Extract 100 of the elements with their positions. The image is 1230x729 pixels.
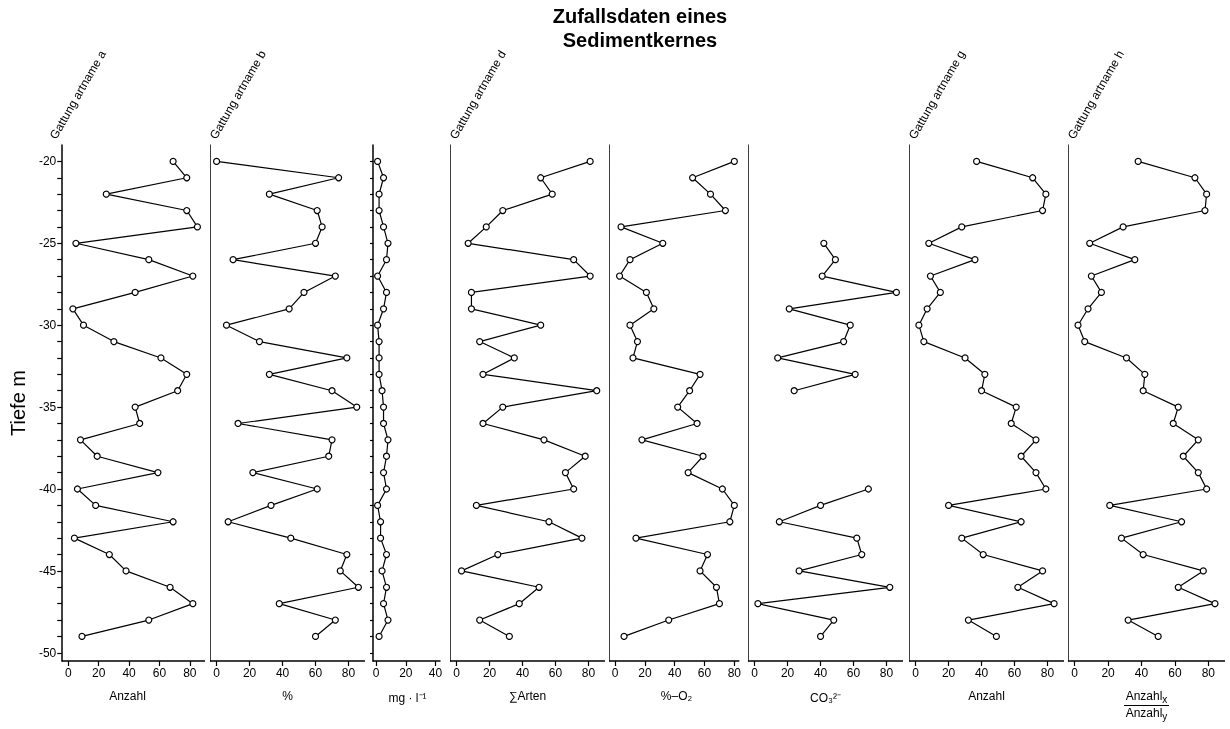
point [154, 469, 162, 477]
x-axis-title: Anzahl$_{x}$ Anzahl$_{y}$ [1124, 689, 1169, 723]
point [479, 370, 487, 378]
point [378, 387, 386, 395]
point [818, 272, 826, 280]
point [267, 501, 275, 509]
point [249, 469, 257, 477]
point [561, 469, 570, 477]
y-tick-label: -35 [38, 400, 57, 415]
point [382, 550, 391, 559]
x-tick-label: 20 [482, 666, 497, 680]
point [620, 632, 628, 641]
point [285, 305, 293, 313]
point [472, 501, 480, 509]
point [374, 321, 382, 329]
point [846, 321, 854, 329]
point [374, 272, 382, 280]
y-tick-label: -20 [38, 154, 57, 169]
point [1194, 436, 1202, 444]
point [785, 305, 793, 313]
point [382, 452, 391, 460]
point [343, 354, 351, 362]
point [586, 272, 594, 280]
x-axis-title: CO₃²⁻ [810, 691, 841, 705]
point [335, 174, 343, 182]
point [313, 206, 321, 215]
point [1134, 157, 1142, 165]
point [958, 534, 966, 542]
point [379, 419, 388, 428]
point [376, 518, 385, 526]
point [234, 419, 242, 428]
x-tick-label: 20 [941, 666, 956, 680]
point [730, 157, 738, 165]
point [992, 632, 1000, 641]
point [1086, 239, 1094, 247]
point [696, 370, 704, 378]
point [1117, 534, 1126, 542]
point [110, 337, 118, 346]
point [831, 256, 839, 264]
point [718, 485, 727, 493]
point [1014, 583, 1022, 591]
x-tick-label: 40 [122, 666, 137, 680]
point [379, 223, 388, 231]
point [1211, 600, 1219, 608]
point [1174, 583, 1182, 591]
point [545, 518, 553, 526]
point [1032, 469, 1040, 477]
x-tick-label: 60 [697, 666, 712, 680]
point [193, 223, 202, 231]
point [1042, 485, 1050, 493]
point [224, 518, 232, 526]
point [864, 485, 872, 493]
point [499, 403, 507, 411]
point [1203, 190, 1211, 198]
point [73, 485, 82, 493]
point [632, 534, 640, 542]
point [265, 370, 273, 378]
point [505, 632, 513, 641]
point [467, 288, 476, 297]
point [318, 223, 326, 231]
x-tick-label: 80 [1040, 666, 1055, 680]
point [464, 239, 472, 247]
point [626, 321, 634, 329]
y-tick-label: -50 [38, 645, 57, 660]
point [775, 518, 783, 526]
point [1007, 419, 1015, 428]
x-tick-label: 40 [1134, 666, 1149, 680]
point [343, 550, 351, 559]
x-tick-label: 80 [341, 666, 356, 680]
point [1139, 550, 1147, 559]
point [674, 403, 682, 411]
point [375, 190, 383, 198]
point [331, 616, 339, 624]
x-tick-label: 20 [242, 666, 257, 680]
point [615, 272, 624, 280]
point [229, 256, 237, 264]
point [650, 305, 658, 313]
point [328, 387, 336, 395]
x-tick-label: 80 [879, 666, 894, 680]
point [971, 256, 979, 264]
point [689, 174, 697, 182]
point [382, 288, 391, 297]
point [183, 174, 191, 182]
point [105, 550, 113, 559]
point [311, 632, 320, 641]
point [382, 485, 391, 493]
point [892, 288, 900, 297]
point [287, 534, 295, 542]
point [535, 583, 543, 591]
point [1106, 501, 1114, 509]
point [79, 321, 88, 329]
point [331, 272, 339, 280]
x-tick-label: 20 [399, 666, 413, 680]
x-tick-label: 0 [1071, 666, 1079, 680]
point [379, 305, 388, 313]
point [923, 305, 931, 313]
point [510, 354, 518, 362]
x-tick-label: 40 [813, 666, 828, 680]
x-tick-label: 0 [751, 666, 759, 680]
point [255, 337, 264, 346]
